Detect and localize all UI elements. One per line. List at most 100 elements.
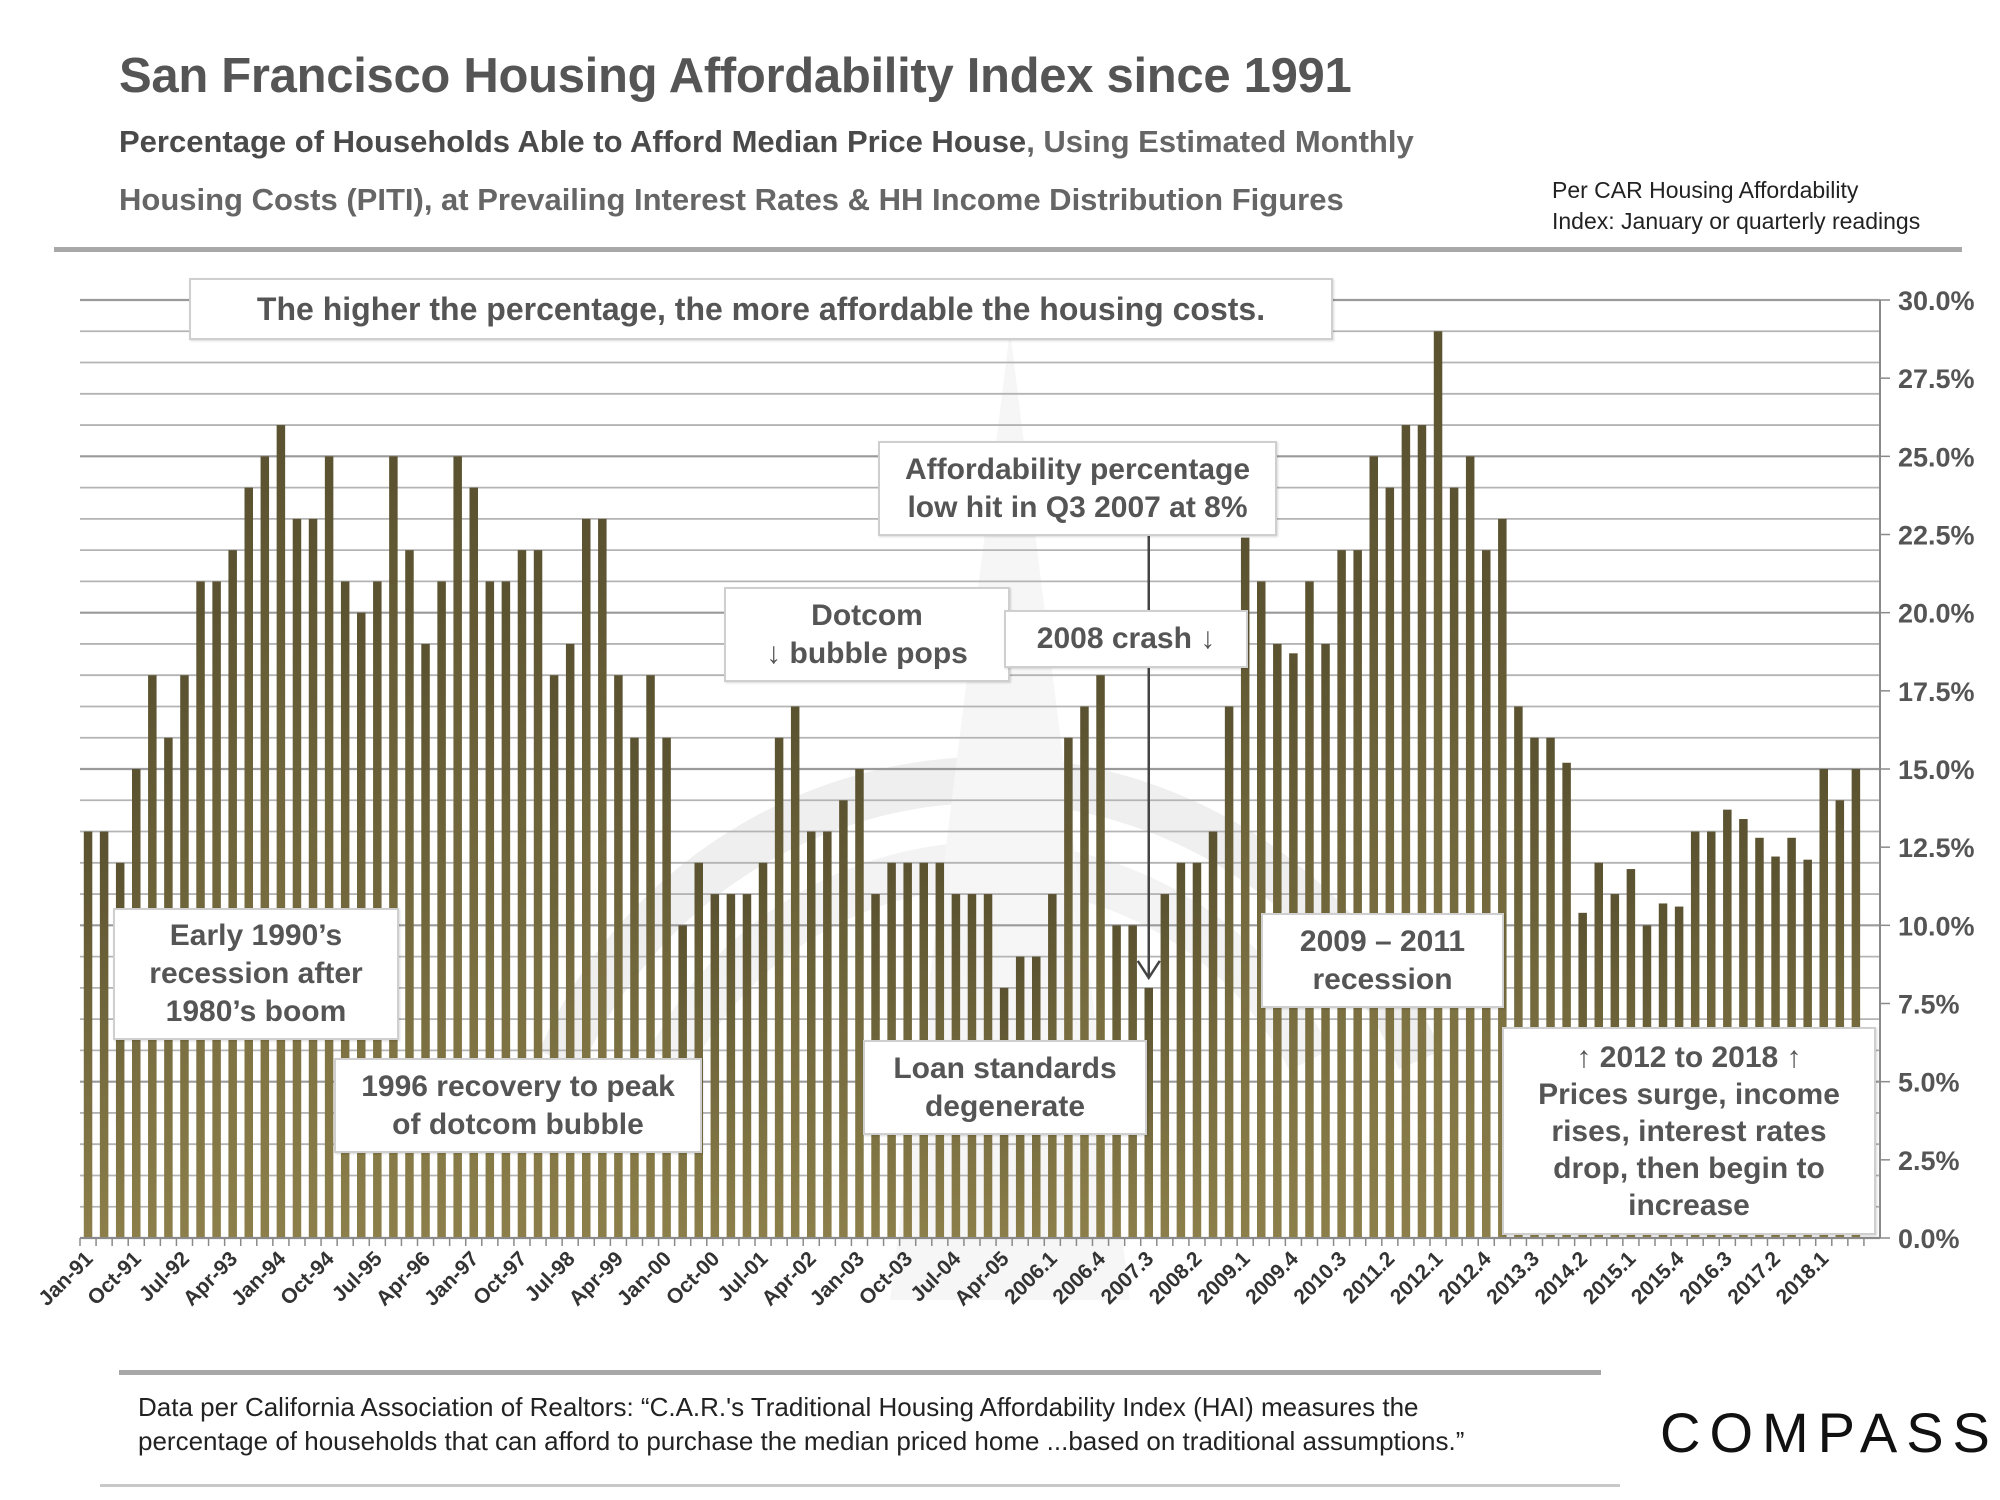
annotation-2012-2018: ↑ 2012 to 2018 ↑ Prices surge, income ri…	[1502, 1027, 1876, 1235]
footer-source: Data per California Association of Realt…	[138, 1390, 1464, 1458]
bar-2003Q1	[855, 769, 864, 1238]
source-note-line-2: Index: January or quarterly readings	[1552, 208, 1921, 234]
annotation-1996-recovery-text: 1996 recovery to peak of dotcom bubble	[361, 1069, 675, 1141]
x-tick-label: Oct-97	[469, 1247, 531, 1309]
bar-2006Q2	[1064, 737, 1073, 1238]
y-tick-label: 30.0%	[1898, 286, 1975, 316]
bar-1995Q4	[389, 456, 398, 1238]
bar-2009Q1	[1240, 537, 1250, 1238]
annotation-low-point: Affordability percentage low hit in Q3 2…	[878, 441, 1277, 536]
bar-1999Q4	[646, 675, 655, 1238]
page-title: San Francisco Housing Affordability Inde…	[119, 49, 1352, 103]
bar-1998Q2	[549, 675, 559, 1238]
x-tick-label: Oct-00	[662, 1247, 724, 1309]
bar-2011Q3	[1401, 425, 1411, 1239]
bar-2000Q4	[710, 894, 720, 1238]
x-tick-label: 2013.3	[1482, 1247, 1544, 1309]
bar-1998Q3	[565, 643, 575, 1238]
bar-2012Q4	[1482, 550, 1491, 1238]
bar-1999Q1	[598, 518, 607, 1238]
header-divider	[54, 247, 1962, 252]
bar-2013Q2	[1514, 706, 1523, 1238]
footer-line-1: Data per California Association of Realt…	[138, 1392, 1419, 1422]
x-tick-label: 2018.1	[1772, 1247, 1834, 1309]
bar-1991Q1	[83, 831, 93, 1238]
annotation-early-90s-text: Early 1990’s recession after 1980’s boom	[149, 919, 363, 1028]
bar-1996Q3	[437, 581, 446, 1238]
annotation-1996-recovery: 1996 recovery to peak of dotcom bubble	[334, 1058, 702, 1153]
annotation-dotcom: Dotcom ↓ bubble pops	[724, 587, 1010, 682]
bar-2013Q1	[1498, 518, 1507, 1238]
x-tick-label: Jan-97	[420, 1247, 483, 1310]
annotation-low-point-text: Affordability percentage low hit in Q3 2…	[904, 452, 1251, 524]
bar-2011Q2	[1385, 487, 1395, 1239]
x-tick-label: 2016.3	[1675, 1247, 1737, 1309]
x-tick-label: 2011.2	[1338, 1247, 1399, 1308]
bar-2018Q2	[1835, 800, 1845, 1238]
bar-1993Q2	[228, 550, 237, 1238]
y-tick-label: 7.5%	[1898, 990, 1960, 1020]
x-tick-label: 2015.1	[1579, 1247, 1641, 1309]
source-note: Per CAR Housing Affordability Index: Jan…	[1552, 175, 1920, 237]
bar-2012Q2	[1449, 487, 1459, 1239]
footer-line-2: percentage of households that can afford…	[138, 1426, 1465, 1456]
bar-1996Q2	[421, 643, 430, 1238]
y-tick-label: 15.0%	[1898, 755, 1975, 785]
y-tick-label: 12.5%	[1898, 833, 1975, 863]
subtitle-bold: Percentage of Households Able to Afford …	[119, 124, 1027, 159]
bar-1999Q2	[614, 675, 623, 1238]
annotation-2008-crash-text: 2008 crash ↓	[1036, 622, 1216, 655]
compass-logo: COMPASS	[1660, 1401, 1999, 1464]
subtitle-rest: , Using Estimated Monthly	[1026, 124, 1414, 159]
x-tick-label: Jan-03	[806, 1247, 869, 1310]
bar-1993Q4	[260, 456, 270, 1238]
x-tick-label: 2014.2	[1531, 1247, 1593, 1309]
y-tick-label: 2.5%	[1898, 1146, 1960, 1176]
bar-2002Q1	[790, 706, 800, 1238]
bar-2002Q2	[807, 831, 816, 1238]
x-tick-label: 2010.3	[1289, 1247, 1351, 1309]
y-tick-labels: 0.0% 2.5% 5.0% 7.5% 10.0% 12.5% 15.0% 17.5% 20.0…	[1880, 286, 1975, 1254]
bar-2001Q4	[774, 737, 784, 1238]
bar-2007Q4	[1160, 894, 1170, 1238]
bar-2010Q3	[1337, 550, 1346, 1238]
x-tick-label: 2006.1	[1000, 1247, 1062, 1309]
x-tick-label: Jan-94	[227, 1247, 291, 1311]
bar-2001Q3	[758, 862, 768, 1238]
bar-2008Q2	[1192, 862, 1202, 1238]
y-tick-label: 5.0%	[1898, 1068, 1960, 1098]
y-tick-label: 22.5%	[1898, 521, 1975, 551]
bar-1991Q3	[115, 862, 125, 1238]
bar-2013Q3	[1530, 737, 1539, 1238]
y-tick-label: 17.5%	[1898, 677, 1975, 707]
x-tick-label: 2009.1	[1193, 1247, 1255, 1309]
x-tick-label: 2012.1	[1386, 1247, 1448, 1309]
bar-1994Q4	[324, 456, 334, 1238]
bar-2016Q3	[1723, 809, 1732, 1238]
annotation-loan-standards: Loan standards degenerate	[863, 1040, 1147, 1135]
bar-2013Q4	[1546, 737, 1555, 1238]
bar-2018Q3	[1851, 769, 1861, 1238]
bar-2009Q2	[1257, 581, 1266, 1238]
y-tick-label: 0.0%	[1898, 1224, 1960, 1254]
bar-2006Q3	[1080, 706, 1089, 1238]
y-tick-label: 10.0%	[1898, 911, 1975, 941]
bar-2010Q1	[1305, 581, 1314, 1238]
bar-1996Q4	[453, 456, 462, 1238]
x-tick-label: 2007.3	[1097, 1247, 1159, 1309]
annotation-early-90s: Early 1990’s recession after 1980’s boom	[113, 908, 399, 1040]
bar-2018Q1	[1819, 769, 1828, 1238]
x-tick-label: 2008.2	[1145, 1247, 1207, 1309]
subtitle-line-1: Percentage of Households Able to Afford …	[119, 124, 1414, 160]
annotation-higher-note-text: The higher the percentage, the more affo…	[256, 290, 1266, 327]
bar-2006Q4	[1096, 675, 1105, 1238]
source-note-line-1: Per CAR Housing Affordability	[1552, 177, 1859, 203]
low-point-arrow	[1136, 533, 1161, 981]
bar-2000Q3	[694, 862, 703, 1238]
bar-2002Q3	[823, 831, 832, 1238]
bar-2000Q1	[662, 737, 671, 1238]
annotation-2009-recession: 2009 – 2011 recession	[1261, 913, 1504, 1008]
bar-1997Q4	[517, 550, 527, 1238]
x-tick-labels: Jan-91Oct-91Jul-92Apr-93Jan-94Oct-94Jul-…	[34, 1247, 1833, 1311]
